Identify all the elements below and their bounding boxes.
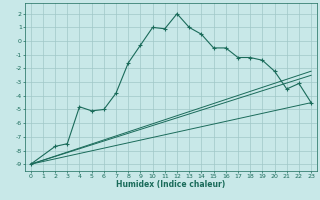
X-axis label: Humidex (Indice chaleur): Humidex (Indice chaleur) [116,180,226,189]
